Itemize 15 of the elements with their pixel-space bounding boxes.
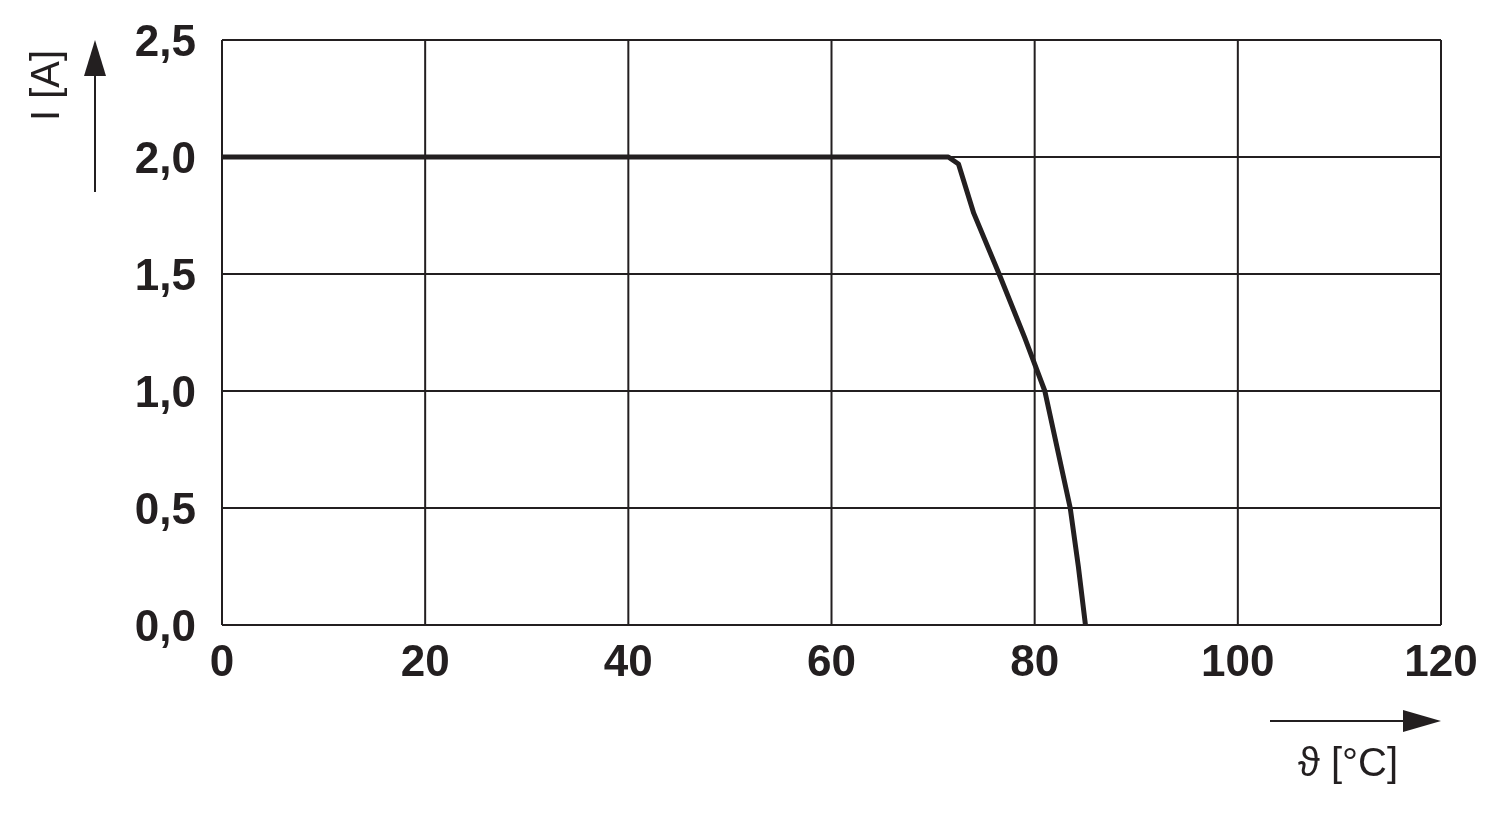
x-tick-label: 60 bbox=[807, 636, 856, 686]
x-tick-label: 40 bbox=[603, 636, 653, 686]
y-tick-label: 2,0 bbox=[134, 132, 196, 182]
y-tick-label: 1,5 bbox=[134, 249, 196, 299]
x-tick-label: 20 bbox=[400, 636, 450, 686]
y-tick-label: 2,5 bbox=[134, 15, 196, 65]
x-tick-label: 120 bbox=[1404, 636, 1478, 686]
x-tick-label: 0 bbox=[209, 636, 235, 686]
x-axis-title: ϑ [°C] bbox=[1298, 740, 1399, 785]
y-tick-label: 1,0 bbox=[134, 366, 196, 416]
x-tick-label: 100 bbox=[1201, 636, 1275, 686]
y-axis-title: I [A] bbox=[23, 49, 69, 121]
y-tick-label: 0,5 bbox=[134, 483, 196, 533]
x-tick-label: 80 bbox=[1010, 636, 1060, 686]
y-tick-label: 0,0 bbox=[134, 600, 196, 650]
